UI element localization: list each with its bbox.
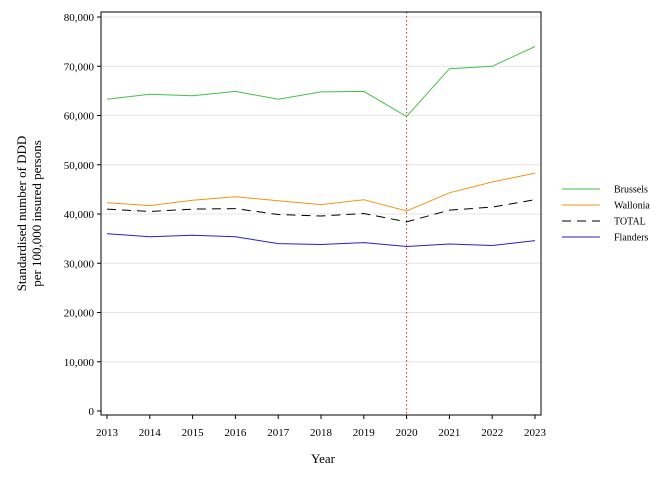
series-line-wallonia: [106, 172, 536, 212]
y-tick-label: 0: [89, 406, 95, 418]
legend-label-flanders: Flanders: [614, 233, 649, 244]
x-tick-label: 2021: [438, 427, 460, 439]
x-tick-label: 2016: [224, 427, 247, 439]
x-tick-label: 2020: [396, 427, 419, 439]
y-tick-label: 30,000: [64, 258, 95, 270]
y-tick-label: 20,000: [64, 308, 95, 320]
x-tick-label: 2019: [353, 427, 376, 439]
y-tick-label: 80,000: [64, 12, 95, 24]
y-axis: 0 10,000 20,000 30,000 40,000 50,000 60,000 70,…: [64, 12, 101, 418]
y-tick-label: 70,000: [64, 61, 95, 73]
series-line-flanders: [106, 233, 536, 248]
x-tick-label: 2013: [96, 427, 119, 439]
series-line-total: [106, 199, 536, 223]
x-axis: 2013 2014 2015 2016 2017 2018 2019 2020 2021 2022…: [96, 415, 547, 439]
x-tick-label: 2017: [267, 427, 290, 439]
y-tick-label: 50,000: [64, 160, 95, 172]
x-tick-label: 2014: [139, 427, 162, 439]
series-line-brussels: [106, 46, 536, 118]
grid: [101, 16, 541, 363]
y-axis-title-line: per 100,000 insured persons: [29, 140, 44, 287]
x-tick-label: 2023: [524, 427, 547, 439]
legend-label-brussels: Brussels: [614, 185, 648, 196]
legend-label-total: TOTAL: [614, 217, 646, 228]
y-axis-title: Standardised number of DDDper 100,000 in…: [14, 136, 44, 292]
y-axis-title-line: Standardised number of DDD: [14, 136, 29, 292]
x-tick-label: 2018: [310, 427, 333, 439]
legend: Brussels Wallonia TOTAL Flanders: [562, 185, 650, 244]
x-axis-title: Year: [311, 451, 336, 466]
x-tick-label: 2022: [481, 427, 503, 439]
y-tick-label: 10,000: [64, 357, 95, 369]
y-tick-label: 40,000: [64, 209, 95, 221]
x-tick-label: 2015: [182, 427, 205, 439]
legend-label-wallonia: Wallonia: [614, 201, 650, 212]
series-layer: [106, 46, 536, 248]
y-tick-label: 60,000: [64, 111, 95, 123]
